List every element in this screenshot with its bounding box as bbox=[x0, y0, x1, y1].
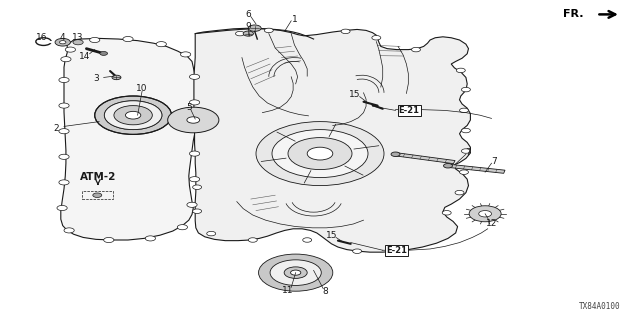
Text: 9: 9 bbox=[246, 22, 251, 31]
Text: 5: 5 bbox=[186, 103, 191, 112]
Circle shape bbox=[455, 190, 464, 195]
Circle shape bbox=[272, 130, 368, 178]
Text: 14: 14 bbox=[79, 52, 90, 61]
Circle shape bbox=[125, 111, 141, 119]
Text: 11: 11 bbox=[282, 286, 294, 295]
Circle shape bbox=[256, 122, 384, 186]
Text: 10: 10 bbox=[136, 84, 148, 93]
Circle shape bbox=[248, 25, 261, 31]
Circle shape bbox=[469, 206, 501, 222]
Circle shape bbox=[65, 47, 76, 52]
Text: 8: 8 bbox=[323, 287, 328, 296]
Circle shape bbox=[442, 211, 451, 215]
Circle shape bbox=[90, 37, 100, 43]
Circle shape bbox=[95, 96, 172, 134]
Polygon shape bbox=[61, 38, 198, 240]
Text: ATM-2: ATM-2 bbox=[80, 172, 116, 182]
Text: 4: 4 bbox=[60, 33, 65, 42]
Circle shape bbox=[93, 193, 102, 197]
Circle shape bbox=[187, 202, 197, 207]
Text: 13: 13 bbox=[72, 33, 84, 42]
Circle shape bbox=[461, 128, 470, 133]
Circle shape bbox=[391, 152, 400, 156]
Circle shape bbox=[145, 236, 156, 241]
Text: TX84A0100: TX84A0100 bbox=[579, 302, 621, 311]
Circle shape bbox=[64, 228, 74, 233]
Circle shape bbox=[123, 36, 133, 42]
Circle shape bbox=[73, 40, 83, 45]
Text: 1: 1 bbox=[292, 15, 297, 24]
Circle shape bbox=[444, 164, 452, 168]
Circle shape bbox=[61, 57, 71, 62]
Polygon shape bbox=[447, 164, 505, 173]
Circle shape bbox=[100, 52, 108, 55]
Polygon shape bbox=[194, 28, 470, 252]
Circle shape bbox=[60, 41, 66, 44]
Circle shape bbox=[193, 185, 202, 189]
Circle shape bbox=[168, 107, 219, 133]
Text: E-21: E-21 bbox=[399, 106, 420, 115]
Circle shape bbox=[284, 267, 307, 278]
Circle shape bbox=[59, 180, 69, 185]
Circle shape bbox=[303, 238, 312, 242]
Text: 15: 15 bbox=[326, 231, 337, 240]
Circle shape bbox=[207, 231, 216, 236]
Circle shape bbox=[180, 52, 191, 57]
Circle shape bbox=[55, 38, 70, 46]
Circle shape bbox=[57, 205, 67, 211]
Circle shape bbox=[460, 108, 468, 113]
Polygon shape bbox=[395, 153, 455, 164]
Circle shape bbox=[59, 154, 69, 159]
Circle shape bbox=[193, 209, 202, 213]
Circle shape bbox=[353, 249, 362, 253]
Circle shape bbox=[341, 29, 350, 34]
Circle shape bbox=[59, 129, 69, 134]
Circle shape bbox=[104, 237, 114, 243]
Circle shape bbox=[243, 31, 253, 36]
Circle shape bbox=[189, 151, 200, 156]
Circle shape bbox=[372, 36, 381, 40]
Circle shape bbox=[479, 211, 492, 217]
Circle shape bbox=[270, 260, 321, 285]
Text: 7: 7 bbox=[466, 148, 471, 157]
Circle shape bbox=[307, 147, 333, 160]
Circle shape bbox=[461, 87, 470, 92]
Circle shape bbox=[288, 138, 352, 170]
Circle shape bbox=[177, 225, 188, 230]
Circle shape bbox=[291, 270, 301, 275]
Text: 6: 6 bbox=[246, 10, 251, 19]
Text: 3: 3 bbox=[93, 74, 99, 83]
Circle shape bbox=[189, 74, 200, 79]
Text: 7: 7 bbox=[492, 157, 497, 166]
Circle shape bbox=[460, 170, 468, 174]
Circle shape bbox=[189, 177, 200, 182]
Text: FR.: FR. bbox=[563, 9, 584, 20]
Circle shape bbox=[112, 75, 121, 80]
Circle shape bbox=[114, 106, 152, 125]
Circle shape bbox=[412, 47, 420, 52]
Circle shape bbox=[59, 103, 69, 108]
Text: 15: 15 bbox=[349, 90, 361, 99]
Circle shape bbox=[248, 238, 257, 242]
Text: 12: 12 bbox=[486, 220, 497, 228]
Circle shape bbox=[456, 68, 465, 73]
Text: 16: 16 bbox=[36, 33, 47, 42]
Circle shape bbox=[59, 77, 69, 83]
Circle shape bbox=[190, 125, 200, 131]
Circle shape bbox=[236, 31, 244, 36]
Circle shape bbox=[264, 28, 273, 33]
Circle shape bbox=[189, 100, 200, 105]
Circle shape bbox=[259, 254, 333, 291]
Text: E-21: E-21 bbox=[386, 246, 407, 255]
Text: 2: 2 bbox=[54, 124, 59, 132]
Circle shape bbox=[156, 42, 166, 47]
Circle shape bbox=[461, 149, 470, 153]
Circle shape bbox=[187, 117, 200, 123]
Circle shape bbox=[104, 101, 162, 130]
